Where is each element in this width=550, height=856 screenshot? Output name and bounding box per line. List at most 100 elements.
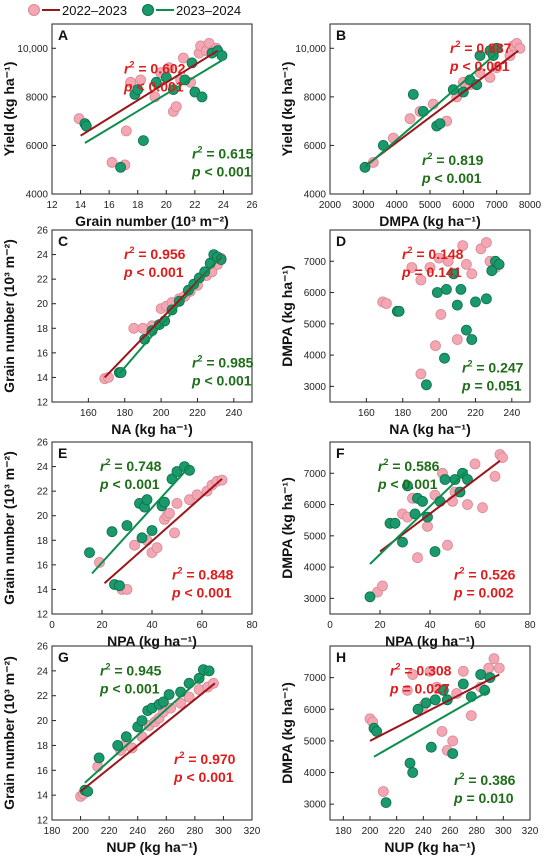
y-tick-label-H: 7000 bbox=[304, 673, 327, 684]
point-G-series2 bbox=[136, 715, 148, 726]
point-A-series1 bbox=[120, 125, 132, 137]
plot-frame-G bbox=[51, 645, 253, 821]
p-annotation-F-bottom: p = 0.002 bbox=[453, 585, 514, 601]
y-tick-label-B: 8000 bbox=[304, 92, 327, 103]
x-tick-label-B: 3000 bbox=[352, 200, 375, 211]
y-tick-label-H: 5000 bbox=[304, 736, 327, 747]
point-D-series1 bbox=[380, 298, 392, 309]
fit-line-B-series2 bbox=[364, 52, 498, 169]
y-axis-label-A: Yield (kg ha⁻¹) bbox=[1, 62, 17, 157]
point-E-series2 bbox=[141, 494, 153, 506]
point-G-series2 bbox=[193, 672, 205, 684]
y-tick-label-G: 16 bbox=[37, 766, 49, 777]
point-H-series1 bbox=[457, 665, 469, 677]
point-E-series1 bbox=[184, 494, 195, 506]
x-axis-label-E: NPA (kg ha⁻¹) bbox=[107, 633, 197, 649]
x-tick-label-F: 40 bbox=[424, 620, 436, 631]
y-tick-label-A: 8000 bbox=[26, 92, 49, 103]
point-H-series2 bbox=[412, 703, 424, 715]
point-A-series2 bbox=[150, 76, 162, 88]
legend-entry-2: 2023–2024 bbox=[142, 3, 241, 18]
y-tick-label-G: 22 bbox=[37, 691, 49, 702]
point-D-series1 bbox=[480, 237, 492, 248]
point-B-series2 bbox=[434, 118, 446, 129]
point-F-series1 bbox=[489, 470, 501, 482]
p-annotation-G-bottom: p < 0.001 bbox=[173, 769, 234, 785]
x-tick-label-F: 60 bbox=[474, 620, 486, 631]
plot-frame-A bbox=[51, 23, 253, 195]
y-tick-label-G: 14 bbox=[37, 791, 49, 802]
legend-entry-1: 2022–2023 bbox=[28, 3, 127, 18]
point-G-series2 bbox=[157, 696, 169, 708]
plot-frame-H bbox=[329, 645, 531, 821]
panel-letter-F: F bbox=[336, 445, 345, 461]
point-F-series2 bbox=[429, 546, 441, 557]
point-A-series1 bbox=[163, 62, 175, 74]
panel-C: C 160 180 200 220 240 12 14 16 18 20 22 24 26 NA (kg h… bbox=[1, 226, 254, 438]
y-tick-label-A: 4000 bbox=[26, 190, 49, 201]
y-axis-label-C: Grain number (10³ m⁻²) bbox=[1, 239, 17, 393]
y-axis-label-F: DMPA (kg ha⁻¹) bbox=[279, 477, 295, 579]
y-tick-label-A: 10,000 bbox=[17, 44, 48, 55]
y-tick-label-C: 20 bbox=[37, 299, 49, 310]
x-tick-label-A: 14 bbox=[75, 200, 87, 211]
panel-letter-G: G bbox=[58, 649, 69, 665]
y-tick-label-E: 16 bbox=[37, 560, 49, 571]
point-D-series2 bbox=[431, 287, 443, 298]
point-A-series2 bbox=[115, 161, 126, 173]
panel-letter-A: A bbox=[58, 27, 68, 43]
point-D-series1 bbox=[435, 308, 447, 320]
x-tick-label-G: 180 bbox=[44, 826, 61, 837]
y-axis-label-B: Yield (kg ha⁻¹) bbox=[279, 62, 295, 157]
point-F-series1 bbox=[462, 499, 473, 510]
r2-annotation-D-top: r2 = 0.148 bbox=[402, 245, 464, 262]
point-F-series2 bbox=[397, 536, 408, 548]
r2-annotation-D-bottom: r2 = 0.247 bbox=[462, 359, 524, 376]
point-F-series1 bbox=[377, 580, 388, 592]
y-tick-label-E: 12 bbox=[37, 610, 49, 621]
point-H-series2 bbox=[457, 678, 469, 690]
y-tick-label-F: 6000 bbox=[304, 500, 327, 511]
point-H-series1 bbox=[447, 735, 459, 747]
point-E-series2 bbox=[136, 532, 148, 544]
y-tick-label-C: 14 bbox=[37, 373, 49, 384]
y-tick-label-G: 12 bbox=[37, 816, 49, 827]
p-annotation-E-bottom: p < 0.001 bbox=[171, 585, 232, 601]
x-axis-label-D: NA (kg ha⁻¹) bbox=[389, 421, 471, 437]
point-H-series2 bbox=[425, 741, 437, 753]
point-E-series2 bbox=[184, 464, 195, 476]
p-annotation-D-bottom: p = 0.051 bbox=[461, 378, 522, 394]
point-D-series2 bbox=[480, 293, 492, 305]
point-F-series2 bbox=[389, 517, 401, 529]
y-tick-label-C: 18 bbox=[37, 324, 49, 335]
x-tick-label-C: 180 bbox=[116, 408, 133, 419]
point-D-series1 bbox=[457, 240, 469, 252]
x-tick-label-H: 300 bbox=[495, 826, 512, 837]
point-A-series1 bbox=[106, 156, 118, 168]
point-H-series2 bbox=[420, 697, 432, 709]
point-F-series2 bbox=[417, 495, 428, 507]
point-H-series2 bbox=[404, 757, 416, 769]
point-E-series2 bbox=[106, 526, 118, 538]
x-tick-label-E: 80 bbox=[246, 620, 258, 631]
r2-annotation-F-top: r2 = 0.586 bbox=[378, 457, 440, 474]
point-D-series2 bbox=[466, 334, 478, 345]
point-H-series2 bbox=[380, 797, 392, 808]
r2-annotation-E-top: r2 = 0.748 bbox=[100, 457, 162, 474]
point-D-series2 bbox=[470, 296, 481, 308]
y-tick-label-B: 6000 bbox=[304, 141, 327, 152]
x-tick-label-G: 240 bbox=[129, 826, 146, 837]
point-A-series2 bbox=[132, 84, 144, 95]
y-axis-label-H: DMPA (kg ha⁻¹) bbox=[279, 682, 295, 784]
x-tick-label-H: 180 bbox=[335, 826, 352, 837]
point-B-series1 bbox=[404, 113, 416, 125]
r2-annotation-F-bottom: r2 = 0.526 bbox=[454, 566, 516, 583]
y-axis-label-D: DMPA (kg ha⁻¹) bbox=[279, 265, 295, 367]
x-tick-label-E: 60 bbox=[196, 620, 208, 631]
y-tick-label-E: 18 bbox=[37, 536, 49, 547]
panel-B: B 2000 3000 4000 5000 6000 7000 8000 4000 6000 800… bbox=[279, 23, 542, 229]
point-A-series1 bbox=[125, 76, 137, 88]
point-D-series1 bbox=[415, 368, 427, 380]
x-tick-label-B: 7000 bbox=[486, 200, 509, 211]
